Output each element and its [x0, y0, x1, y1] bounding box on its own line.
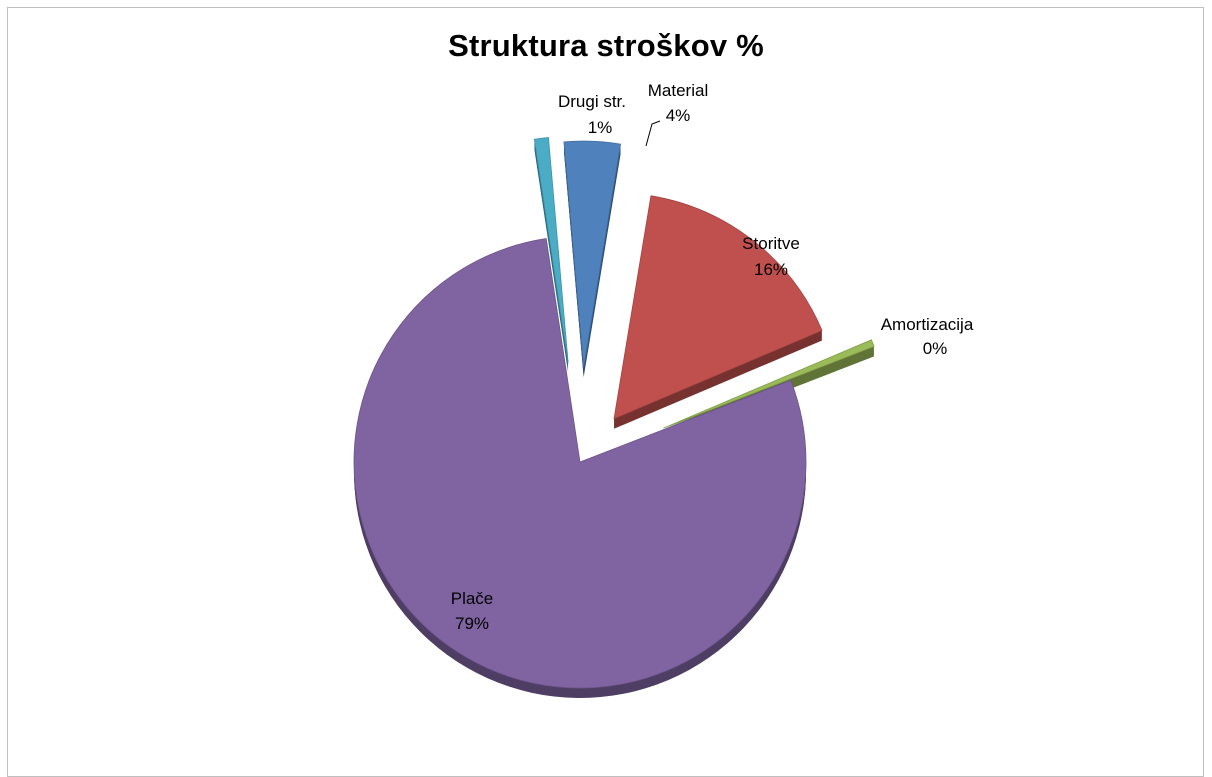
slice-label-place: Plače: [451, 589, 494, 608]
slice-value-drugi-str: 1%: [588, 118, 613, 137]
pie-slices: [353, 137, 875, 698]
slice-value-place: 79%: [455, 614, 489, 633]
slice-value-storitve: 16%: [754, 260, 788, 279]
slice-value-material: 4%: [666, 106, 691, 125]
pie-slice-place: [353, 238, 807, 689]
pie-slice-drugi-str: [533, 137, 569, 363]
slice-label-amortizacija: Amortizacija: [881, 315, 974, 334]
pie-labels: Material 4% Storitve 16% Amortizacija 0% Plače…: [451, 81, 974, 633]
slice-label-storitve: Storitve: [742, 234, 800, 253]
slice-value-amortizacija: 0%: [923, 339, 948, 358]
leader-line-material: [645, 120, 661, 147]
pie-slice-amortizacija: [663, 339, 875, 429]
slice-label-drugi-str: Drugi str.: [558, 92, 626, 111]
pie-slice-material: [563, 140, 622, 368]
chart-title: Struktura stroškov %: [448, 28, 764, 63]
pie-slice-storitve: [613, 195, 823, 420]
slice-label-material: Material: [648, 81, 708, 100]
